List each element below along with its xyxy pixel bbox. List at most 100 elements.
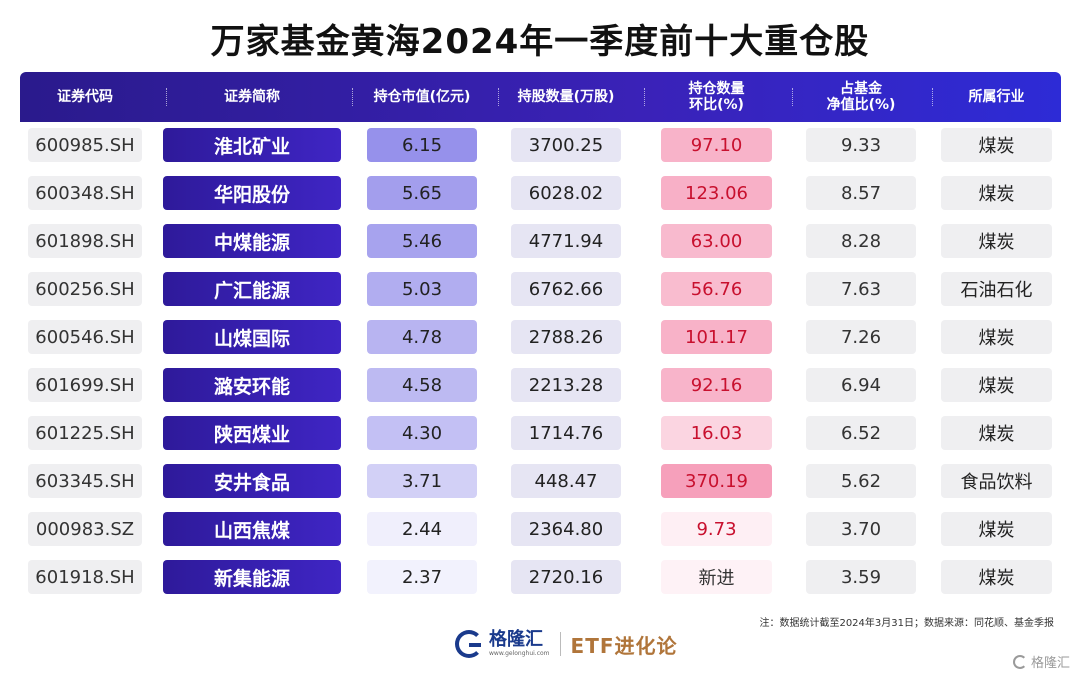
industry-cell: 煤炭	[941, 128, 1052, 162]
market-value-cell: 5.03	[367, 272, 477, 306]
table-row: 601898.SH 中煤能源 5.46 4771.94 63.00 8.28 煤…	[0, 224, 1080, 258]
name-cell: 陕西煤业	[163, 416, 341, 450]
market-value-cell: 2.44	[367, 512, 477, 546]
shares-cell: 2720.16	[511, 560, 621, 594]
nav-pct-cell: 9.33	[806, 128, 916, 162]
industry-cell: 食品饮料	[941, 464, 1052, 498]
name-cell: 华阳股份	[163, 176, 341, 210]
market-value-cell: 5.46	[367, 224, 477, 258]
header-divider	[644, 88, 645, 106]
table-row: 600985.SH 淮北矿业 6.15 3700.25 97.10 9.33 煤…	[0, 128, 1080, 162]
name-cell: 广汇能源	[163, 272, 341, 306]
code-cell: 601898.SH	[28, 224, 142, 258]
header-divider	[932, 88, 933, 106]
logo-text: 格隆汇 www.gelonghui.com	[489, 630, 550, 658]
column-header-name: 证券简称	[224, 89, 280, 105]
qoq-change-cell: 9.73	[661, 512, 772, 546]
code-cell: 000983.SZ	[28, 512, 142, 546]
watermark: 格隆汇	[1012, 652, 1070, 671]
industry-cell: 石油石化	[941, 272, 1052, 306]
market-value-cell: 5.65	[367, 176, 477, 210]
code-cell: 601918.SH	[28, 560, 142, 594]
nav-pct-cell: 7.26	[806, 320, 916, 354]
header-divider	[792, 88, 793, 106]
column-header-nav-pct: 占基金 净值比(%)	[826, 81, 896, 113]
shares-cell: 2788.26	[511, 320, 621, 354]
shares-cell: 4771.94	[511, 224, 621, 258]
table-row: 000983.SZ 山西焦煤 2.44 2364.80 9.73 3.70 煤炭	[0, 512, 1080, 546]
name-cell: 新集能源	[163, 560, 341, 594]
logo-url: www.gelonghui.com	[489, 650, 550, 657]
nav-pct-cell: 3.70	[806, 512, 916, 546]
name-cell: 山西焦煤	[163, 512, 341, 546]
watermark-logo-icon	[1012, 654, 1027, 669]
table-row: 601699.SH 潞安环能 4.58 2213.28 92.16 6.94 煤…	[0, 368, 1080, 402]
qoq-change-cell: 123.06	[661, 176, 772, 210]
logo-divider	[559, 632, 561, 656]
shares-cell: 448.47	[511, 464, 621, 498]
market-value-cell: 4.30	[367, 416, 477, 450]
nav-pct-cell: 8.28	[806, 224, 916, 258]
shares-cell: 6762.66	[511, 272, 621, 306]
watermark-text: 格隆汇	[1030, 656, 1070, 671]
column-header-code: 证券代码	[57, 89, 113, 105]
name-cell: 中煤能源	[163, 224, 341, 258]
header-divider	[352, 88, 353, 106]
market-value-cell: 4.78	[367, 320, 477, 354]
code-cell: 600985.SH	[28, 128, 142, 162]
nav-pct-cell: 6.52	[806, 416, 916, 450]
shares-cell: 3700.25	[511, 128, 621, 162]
name-cell: 淮北矿业	[163, 128, 341, 162]
qoq-change-cell: 97.10	[661, 128, 772, 162]
column-header-shares: 持股数量(万股)	[517, 89, 615, 105]
nav-pct-cell: 6.94	[806, 368, 916, 402]
page-title: 万家基金黄海2024年一季度前十大重仓股	[210, 22, 870, 62]
code-cell: 600546.SH	[28, 320, 142, 354]
name-cell: 山煤国际	[163, 320, 341, 354]
table-row: 600348.SH 华阳股份 5.65 6028.02 123.06 8.57 …	[0, 176, 1080, 210]
qoq-change-cell: 16.03	[661, 416, 772, 450]
table-header: 证券代码 证券简称 持仓市值(亿元) 持股数量(万股) 持仓数量 环比(%) 占…	[20, 72, 1061, 122]
qoq-change-cell: 56.76	[661, 272, 772, 306]
industry-cell: 煤炭	[941, 224, 1052, 258]
qoq-change-cell: 63.00	[661, 224, 772, 258]
industry-cell: 煤炭	[941, 560, 1052, 594]
market-value-cell: 4.58	[367, 368, 477, 402]
code-cell: 600348.SH	[28, 176, 142, 210]
industry-cell: 煤炭	[941, 416, 1052, 450]
qoq-change-cell: 92.16	[661, 368, 772, 402]
qoq-change-cell: 新进	[661, 560, 772, 594]
column-header-market-value: 持仓市值(亿元)	[373, 89, 471, 105]
nav-pct-cell: 5.62	[806, 464, 916, 498]
column-header-qoq-change: 持仓数量 环比(%)	[688, 81, 745, 113]
shares-cell: 6028.02	[511, 176, 621, 210]
market-value-cell: 6.15	[367, 128, 477, 162]
name-cell: 潞安环能	[163, 368, 341, 402]
brand-logo: 格隆汇 www.gelonghui.com ETF进化论	[455, 629, 678, 659]
nav-pct-cell: 8.57	[806, 176, 916, 210]
table-row: 600546.SH 山煤国际 4.78 2788.26 101.17 7.26 …	[0, 320, 1080, 354]
table-row: 601918.SH 新集能源 2.37 2720.16 新进 3.59 煤炭	[0, 560, 1080, 594]
table-row: 601225.SH 陕西煤业 4.30 1714.76 16.03 6.52 煤…	[0, 416, 1080, 450]
gelonghui-logo-icon	[455, 630, 483, 658]
header-divider	[166, 88, 167, 106]
name-cell: 安井食品	[163, 464, 341, 498]
qoq-change-cell: 101.17	[661, 320, 772, 354]
table-row: 603345.SH 安井食品 3.71 448.47 370.19 5.62 食…	[0, 464, 1080, 498]
code-cell: 601225.SH	[28, 416, 142, 450]
industry-cell: 煤炭	[941, 512, 1052, 546]
market-value-cell: 3.71	[367, 464, 477, 498]
industry-cell: 煤炭	[941, 368, 1052, 402]
industry-cell: 煤炭	[941, 320, 1052, 354]
code-cell: 601699.SH	[28, 368, 142, 402]
logo-name: 格隆汇	[489, 629, 543, 650]
code-cell: 603345.SH	[28, 464, 142, 498]
market-value-cell: 2.37	[367, 560, 477, 594]
data-source-note: 注：数据统计截至2024年3月31日；数据来源：同花顺、基金季报	[759, 618, 1054, 629]
header-divider	[498, 88, 499, 106]
column-header-industry: 所属行业	[968, 89, 1025, 105]
nav-pct-cell: 7.63	[806, 272, 916, 306]
shares-cell: 1714.76	[511, 416, 621, 450]
table-row: 600256.SH 广汇能源 5.03 6762.66 56.76 7.63 石…	[0, 272, 1080, 306]
nav-pct-cell: 3.59	[806, 560, 916, 594]
